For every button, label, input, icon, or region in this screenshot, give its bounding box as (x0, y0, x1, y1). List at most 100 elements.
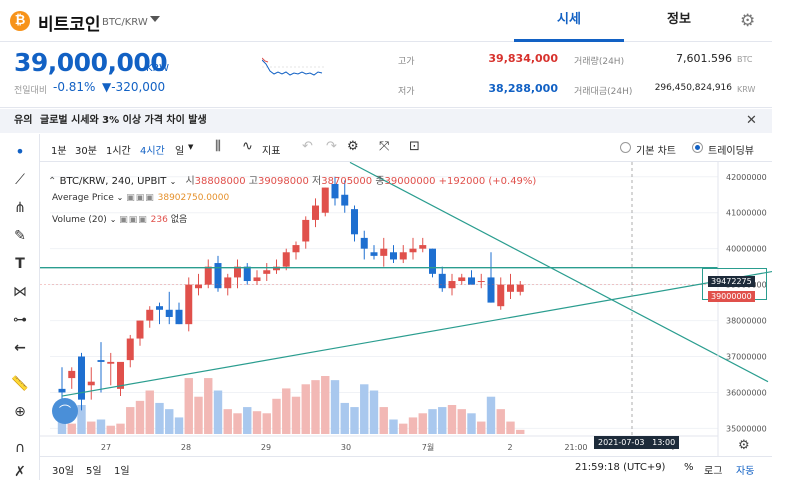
price-chart[interactable]: 42000000 41000000 40000000 39000000 38000000… (40, 162, 772, 480)
tradingview-radio[interactable] (692, 142, 703, 153)
volume-bar (87, 421, 96, 434)
price-panel: 39,000,000 KRW 전일대비 -0.81% ▼-320,000 고가 … (0, 42, 772, 108)
candle-body (78, 356, 85, 400)
timeframe-1h[interactable]: 1시간 (106, 146, 131, 157)
tab-info[interactable]: 정보 (667, 12, 691, 27)
candle-body (292, 245, 300, 253)
redo-icon[interactable]: ↷ (326, 139, 337, 154)
volume-label: 거래량(24H) (574, 57, 625, 67)
volume-bar (223, 409, 232, 434)
candle-type-icon[interactable]: ⫼ (215, 139, 221, 154)
logo-badge-icon[interactable]: ⌒ (52, 398, 78, 424)
volume-bar (457, 409, 466, 434)
settings-icon[interactable]: ⚙ (347, 139, 359, 154)
change-percent: -0.81% (53, 80, 96, 94)
ruler-icon[interactable]: 📏 (11, 376, 29, 392)
x-tick-label: 28 (181, 443, 191, 452)
crosshair-icon[interactable]: • (15, 142, 25, 161)
candle-body (341, 194, 349, 206)
chevron-down-icon[interactable] (150, 16, 160, 22)
volume-bar (184, 378, 193, 434)
arrow-left-icon[interactable]: ← (14, 340, 26, 356)
coin-name[interactable]: 비트코인 (38, 15, 101, 35)
volume-controls-icon[interactable]: ▣▣▣ (119, 215, 148, 225)
candle-body (97, 360, 105, 362)
basic-chart-radio[interactable] (620, 142, 631, 153)
trend-line-icon[interactable]: ⟋ (15, 172, 25, 188)
volume-bar (350, 407, 359, 434)
legend-symbol[interactable]: BTC/KRW, 240, UPBIT (59, 176, 167, 187)
crosshair-price-label: 39472275 (708, 276, 755, 287)
volume-bar (369, 390, 379, 434)
volume-bar (360, 384, 369, 434)
chevron-down-icon[interactable]: ⌄ (116, 193, 124, 202)
timeframe-30m[interactable]: 30분 (75, 146, 97, 157)
candle-body (429, 248, 436, 274)
volume-bar (126, 407, 135, 434)
candlestick-chart[interactable]: 42000000 41000000 40000000 39000000 38000000… (40, 162, 772, 456)
mini-sparkline (262, 57, 324, 76)
prediction-icon[interactable]: ⊶ (13, 312, 27, 328)
timeframe-1m[interactable]: 1분 (51, 146, 67, 157)
tab-price[interactable]: 시세 (514, 0, 624, 42)
basic-chart-label[interactable]: 기본 차트 (636, 146, 676, 157)
high-label: 고가 (398, 57, 415, 67)
text-tool-icon[interactable]: T (15, 256, 25, 272)
candle-body (234, 266, 241, 278)
notice-title: 유의 (14, 115, 33, 126)
range-30d[interactable]: 30일 (52, 466, 74, 477)
x-tick-label: 30 (341, 443, 351, 452)
chevron-down-icon[interactable]: ▼ (188, 143, 194, 151)
magnet-icon[interactable]: ∩ (14, 440, 26, 456)
fullscreen-icon[interactable]: ⤧ (379, 139, 390, 154)
candle-body (380, 248, 388, 256)
volume-bar (116, 423, 125, 434)
zoom-in-icon[interactable]: ⊕ (14, 404, 26, 420)
log-toggle[interactable]: 로그 (704, 466, 723, 477)
chevron-down-icon[interactable]: ⌄ (109, 215, 117, 224)
volume-bar (213, 390, 223, 434)
legend-high: 39098000 (257, 176, 309, 187)
tradingview-label[interactable]: 트레이딩뷰 (708, 146, 754, 157)
camera-icon[interactable]: ⊡ (409, 139, 420, 154)
notice-text: 글로벌 시세와 3% 이상 가격 차이 발생 (40, 115, 207, 126)
volume-label[interactable]: Volume (20) (52, 215, 107, 225)
coin-pair[interactable]: BTC/KRW (102, 17, 148, 28)
candle-body (507, 284, 514, 292)
gear-icon[interactable]: ⚙ (740, 11, 756, 31)
volume-bar (282, 388, 291, 434)
volume-bar (204, 378, 213, 434)
range-5d[interactable]: 5일 (86, 466, 102, 477)
volume-bar (155, 402, 164, 434)
volume-bar (447, 405, 457, 434)
volume-bar (252, 411, 262, 434)
brush-icon[interactable]: ✎ (14, 228, 26, 244)
pattern-icon[interactable]: ⋈ (13, 284, 27, 300)
range-1d[interactable]: 1일 (114, 466, 130, 477)
undo-icon[interactable]: ↶ (302, 139, 313, 154)
scroll-gutter (772, 0, 800, 480)
close-icon[interactable]: ✕ (746, 113, 757, 128)
chevron-down-icon[interactable]: ⌄ (169, 177, 177, 186)
notice-bar: 유의 글로벌 시세와 3% 이상 가격 차이 발생 ✕ (0, 109, 772, 133)
chart-settings-icon[interactable]: ⚙ (738, 438, 750, 453)
avg-controls-icon[interactable]: ▣▣▣ (126, 193, 155, 203)
legend-collapse-icon[interactable]: ⌃ (48, 176, 57, 187)
prev-day-label: 전일대비 (14, 86, 48, 96)
volume-bar (438, 407, 447, 434)
candle-body (185, 284, 193, 325)
y-tick-label: 38000000 (726, 317, 767, 326)
percent-toggle[interactable]: % (684, 462, 694, 473)
auto-toggle[interactable]: 자동 (736, 466, 755, 477)
avg-label[interactable]: Average Price (52, 193, 114, 203)
volume-bar (262, 413, 271, 434)
x-tick-label: 29 (261, 443, 271, 452)
volume-bar (389, 419, 398, 434)
indicator-button[interactable]: 지표 (262, 146, 281, 157)
pitchfork-icon[interactable]: ⋔ (14, 200, 26, 216)
timeframe-4h[interactable]: 4시간 (140, 146, 165, 157)
indicator-icon[interactable]: ∿ (242, 139, 253, 154)
candle-body (321, 187, 329, 213)
timeframe-day[interactable]: 일 (175, 146, 185, 157)
lock-icon[interactable]: ✗ (14, 464, 26, 480)
